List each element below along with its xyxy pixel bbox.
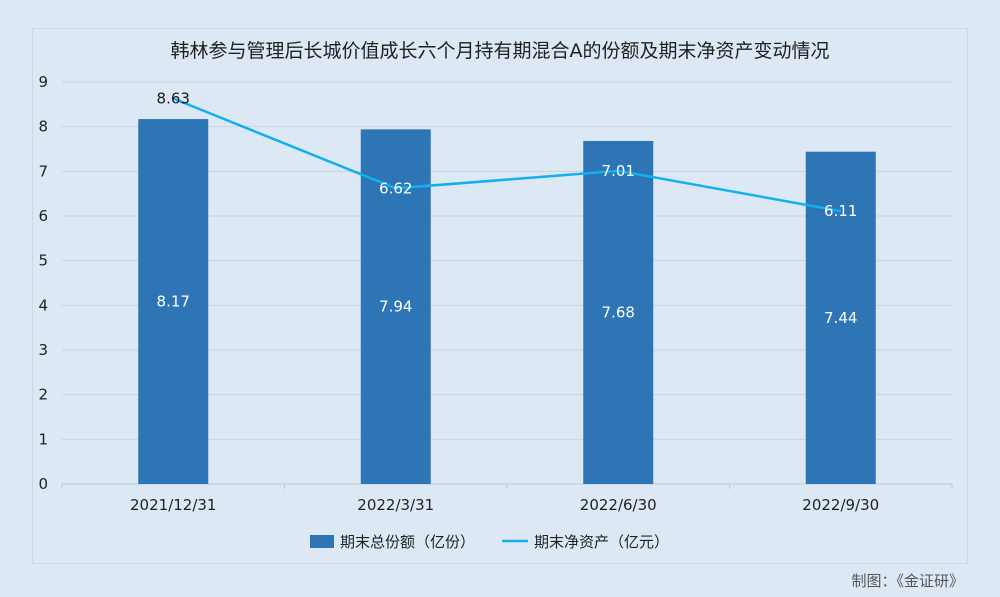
bar-data-label: 8.17	[157, 293, 190, 311]
legend-swatch-bar	[310, 535, 334, 548]
y-tick-label: 3	[38, 341, 48, 359]
line-data-label: 6.11	[824, 202, 857, 220]
y-tick-label: 0	[38, 475, 48, 493]
line-data-label: 6.62	[379, 179, 412, 197]
y-tick-label: 6	[38, 207, 48, 225]
x-tick-label: 2022/6/30	[580, 496, 657, 514]
x-tick-label: 2022/3/31	[357, 496, 434, 514]
y-tick-label: 4	[38, 296, 48, 314]
legend-label-bar: 期末总份额（亿份）	[340, 533, 475, 551]
y-tick-label: 1	[38, 430, 48, 448]
bar	[583, 140, 654, 484]
legend-label-line: 期末净资产（亿元）	[534, 533, 669, 551]
y-tick-label: 5	[38, 252, 48, 270]
y-tick-label: 2	[38, 386, 48, 404]
bar-data-label: 7.68	[602, 303, 635, 321]
line-data-label: 8.63	[157, 90, 190, 108]
y-tick-label: 9	[38, 73, 48, 91]
y-tick-label: 8	[38, 118, 48, 136]
chart-credit: 制图：《金证研》	[851, 572, 964, 590]
bar-data-label: 7.44	[824, 309, 857, 327]
bar	[138, 119, 209, 484]
chart-title: 韩林参与管理后长城价值成长六个月持有期混合A的份额及期末净资产变动情况	[170, 40, 830, 62]
y-tick-label: 7	[38, 162, 48, 180]
chart-panel	[32, 28, 968, 564]
line-series	[172, 97, 841, 213]
x-tick-label: 2021/12/31	[130, 496, 216, 514]
bar-data-label: 7.94	[379, 298, 412, 316]
x-tick-label: 2022/9/30	[802, 496, 879, 514]
line-data-label: 7.01	[602, 162, 635, 180]
